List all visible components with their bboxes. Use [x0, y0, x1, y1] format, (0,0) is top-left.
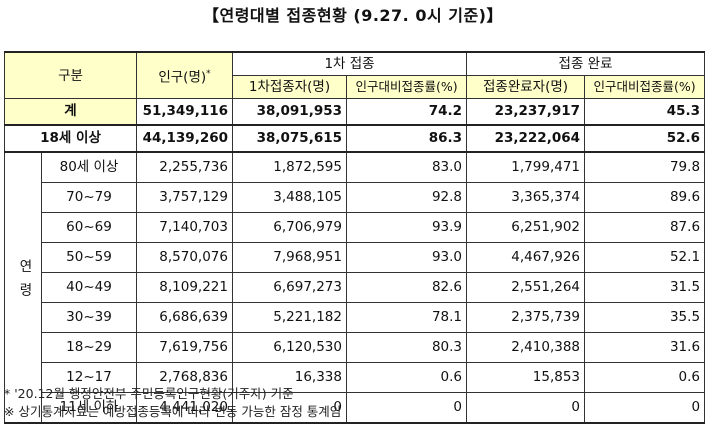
row-complete-count: 1,799,471 [466, 151, 586, 183]
row-label: 60~69 [41, 212, 137, 243]
table-row: 30~39 6,686,639 5,221,182 78.1 2,375,739 35.5 [5, 302, 706, 333]
row-complete-count: 2,375,739 [466, 302, 586, 333]
row-first-rate: 80.3 [345, 332, 468, 363]
table-row: 50~59 8,570,076 7,968,951 93.0 4,467,926 52.1 [5, 242, 706, 273]
row-label: 12~17 [41, 362, 137, 393]
header-complete-rate: 인구대비접종률(%) [584, 75, 706, 99]
header-row-2: 1차접종자(명) 인구대비접종률(%) 접종완료자(명) 인구대비접종률(%) [5, 75, 706, 99]
total-first-count: 38,091,953 [232, 98, 347, 126]
row-complete-count: 6,251,902 [466, 212, 586, 243]
row-first-count: 7,968,951 [232, 242, 347, 273]
row-population: 7,140,703 [136, 212, 233, 243]
row-complete-rate: 35.5 [584, 302, 706, 333]
row-first-count: 6,697,273 [232, 272, 347, 303]
age-group-label: 연령 [4, 151, 42, 424]
row-label: 30~39 [41, 302, 137, 333]
row-population: 2,768,836 [136, 362, 233, 393]
total-complete-count: 23,237,917 [466, 98, 586, 126]
adult-complete-count: 23,222,064 [466, 124, 586, 153]
table-row: 12~17 2,768,836 16,338 0.6 15,853 0.6 [5, 362, 706, 393]
header-first-dose: 1차 접종 [231, 51, 468, 76]
row-first-rate: 92.8 [345, 182, 468, 213]
row-first-count: 1,872,595 [232, 151, 347, 183]
table-row: 18~29 7,619,756 6,120,530 80.3 2,410,388 31.6 [5, 332, 706, 363]
adult-row: 18세 이상 44,139,260 38,075,615 86.3 23,222… [4, 124, 706, 153]
table-row: 40~49 8,109,221 6,697,273 82.6 2,551,264 31.5 [5, 272, 706, 303]
row-complete-rate: 89.6 [584, 182, 706, 213]
row-population: 2,255,736 [136, 151, 233, 183]
table-row: 70~79 3,757,129 3,488,105 92.8 3,365,374 89.6 [5, 182, 706, 213]
row-complete-rate: 31.5 [584, 272, 706, 303]
row-label: 70~79 [41, 182, 137, 213]
row-first-count: 16,338 [232, 362, 347, 393]
row-first-rate: 82.6 [345, 272, 468, 303]
row-first-rate: 0.6 [345, 362, 468, 393]
row-population: 8,109,221 [136, 272, 233, 303]
row-population: 8,570,076 [136, 242, 233, 273]
row-label: 80세 이상 [41, 151, 137, 183]
row-complete-count: 15,853 [466, 362, 586, 393]
adult-first-rate: 86.3 [345, 124, 468, 153]
row-first-rate: 78.1 [345, 302, 468, 333]
header-complete-count: 접종완료자(명) [466, 75, 586, 99]
row-first-count: 6,706,979 [232, 212, 347, 243]
vaccination-table: 구분 인구(명)* 1차 접종 접종 완료 1차접종자(명) 인구대비접종률(%… [4, 51, 706, 424]
total-label: 계 [4, 98, 137, 126]
row-first-rate: 83.0 [345, 151, 468, 183]
row-first-rate: 0 [345, 392, 468, 424]
row-population: 7,619,756 [136, 332, 233, 363]
adult-population: 44,139,260 [136, 124, 233, 153]
row-complete-count: 0 [466, 392, 586, 424]
header-row-1: 구분 인구(명)* 1차 접종 접종 완료 [4, 51, 706, 99]
row-complete-rate: 0.6 [584, 362, 706, 393]
total-population: 51,349,116 [136, 98, 233, 126]
row-complete-rate: 87.6 [584, 212, 706, 243]
row-population: 6,686,639 [136, 302, 233, 333]
row-first-count: 0 [232, 392, 347, 424]
row-first-rate: 93.0 [345, 242, 468, 273]
row-population: 3,757,129 [136, 182, 233, 213]
row-complete-rate: 79.8 [584, 151, 706, 183]
row-complete-rate: 0 [584, 392, 706, 424]
adult-label: 18세 이상 [4, 124, 137, 153]
row-population: 4,441,020 [136, 392, 233, 424]
table-row: 연령 80세 이상 2,255,736 1,872,595 83.0 1,799,471 7… [4, 151, 706, 424]
total-complete-rate: 45.3 [584, 98, 706, 126]
row-complete-count: 4,467,926 [466, 242, 586, 273]
row-first-count: 5,221,182 [232, 302, 347, 333]
row-complete-count: 2,551,264 [466, 272, 586, 303]
footnote-source: * '20.12월 행정안전부 주민등록인구현황(거주자) 기준 [4, 386, 294, 401]
table-row: 11세 이하 4,441,020 0 0 0 0 [5, 392, 706, 424]
header-first-rate: 인구대비접종률(%) [345, 75, 468, 99]
row-complete-count: 2,410,388 [466, 332, 586, 363]
row-first-count: 6,120,530 [232, 332, 347, 363]
row-label: 50~59 [41, 242, 137, 273]
footnote-provisional: ※ 상기통계자료는 예방접종등록에 따라 변동 가능한 잠정 통계임 [4, 404, 342, 419]
header-population: 인구(명)* [136, 51, 233, 99]
page-title: 【연령대별 접종현황 (9.27. 0시 기준)】 [202, 6, 503, 25]
row-first-count: 3,488,105 [232, 182, 347, 213]
row-complete-rate: 31.6 [584, 332, 706, 363]
table-row: 60~69 7,140,703 6,706,979 93.9 6,251,902 87.6 [5, 212, 706, 243]
header-completed: 접종 완료 [466, 51, 706, 76]
row-complete-rate: 52.1 [584, 242, 706, 273]
header-first-count: 1차접종자(명) [232, 75, 347, 99]
row-label: 11세 이하 [41, 392, 137, 424]
age-rows: 연령 80세 이상 2,255,736 1,872,595 83.0 1,799,471 7… [4, 151, 706, 424]
row-label: 40~49 [41, 272, 137, 303]
row-first-rate: 93.9 [345, 212, 468, 243]
total-first-rate: 74.2 [345, 98, 468, 126]
row-label: 18~29 [41, 332, 137, 363]
adult-first-count: 38,075,615 [232, 124, 347, 153]
adult-complete-rate: 52.6 [584, 124, 706, 153]
header-category: 구분 [4, 51, 137, 99]
row-complete-count: 3,365,374 [466, 182, 586, 213]
total-row: 계 51,349,116 38,091,953 74.2 23,237,917 … [4, 98, 706, 126]
